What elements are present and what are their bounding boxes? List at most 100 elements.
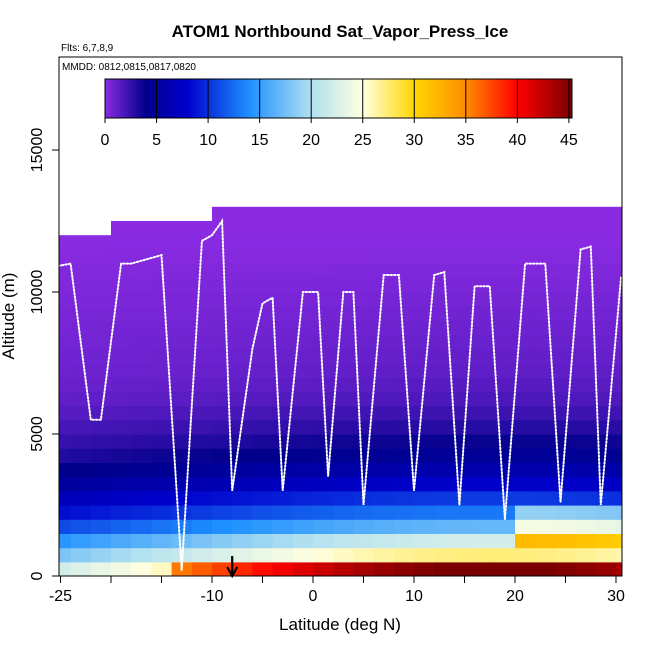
colorbar-tick-label: 5 xyxy=(152,132,161,149)
heatmap-cell xyxy=(373,377,395,392)
heatmap-cell xyxy=(434,561,455,576)
heatmap-cell xyxy=(191,519,213,534)
heatmap-cell xyxy=(414,462,435,478)
heatmap-cell xyxy=(434,405,455,421)
heatmap-cell xyxy=(333,320,354,336)
heatmap-cell xyxy=(0,477,11,492)
heatmap-cell xyxy=(575,405,597,421)
heatmap-cell xyxy=(595,292,617,307)
heatmap-cell xyxy=(131,434,152,449)
heatmap-cell xyxy=(131,221,152,236)
heatmap-cell xyxy=(191,448,213,463)
heatmap-cell xyxy=(555,377,577,392)
heatmap-cell xyxy=(59,348,72,364)
heatmap-cell xyxy=(373,547,395,563)
heatmap-cell xyxy=(333,519,354,534)
heatmap-cell xyxy=(393,391,415,407)
heatmap-cell xyxy=(434,462,455,478)
heatmap-cell xyxy=(454,519,476,534)
heatmap-cell xyxy=(454,462,476,478)
heatmap-cell xyxy=(292,320,314,336)
heatmap-cell xyxy=(252,462,274,478)
heatmap-cell xyxy=(191,306,213,321)
heatmap-cell xyxy=(90,547,112,563)
heatmap-cell xyxy=(111,476,132,492)
heatmap-cell xyxy=(151,448,173,463)
heatmap-cell xyxy=(454,206,476,222)
heatmap-cell xyxy=(252,505,274,520)
heatmap-cell xyxy=(313,306,334,321)
heatmap-cell xyxy=(494,405,516,421)
heatmap-cell xyxy=(131,263,152,279)
heatmap-cell xyxy=(414,476,435,492)
heatmap-cell xyxy=(131,533,152,549)
heatmap-cell xyxy=(434,547,455,563)
heatmap-cell xyxy=(272,206,294,222)
heatmap-cell xyxy=(70,249,92,265)
heatmap-cell xyxy=(232,547,253,563)
heatmap-cell xyxy=(555,306,577,321)
heatmap-cell xyxy=(555,363,577,378)
heatmap-cell xyxy=(494,363,516,378)
heatmap-cell xyxy=(535,377,556,392)
heatmap-cell xyxy=(90,533,112,549)
heatmap-cell xyxy=(59,476,72,492)
heatmap-cell xyxy=(555,476,577,492)
heatmap-cell xyxy=(90,249,112,265)
heatmap-cell xyxy=(474,292,496,307)
heatmap-cell xyxy=(212,419,233,435)
heatmap-cell xyxy=(10,548,31,563)
heatmap-cell xyxy=(232,405,253,421)
heatmap-cell xyxy=(454,448,476,463)
heatmap-cell xyxy=(474,391,496,407)
heatmap-cell xyxy=(454,476,476,492)
heatmap-cell xyxy=(474,348,496,364)
heatmap-cell xyxy=(272,263,294,279)
heatmap-cell xyxy=(70,448,92,463)
heatmap-cell xyxy=(212,348,233,364)
heatmap-cell xyxy=(414,263,435,279)
heatmap-cell xyxy=(111,533,132,549)
heatmap-cell xyxy=(434,206,455,222)
heatmap-cell xyxy=(636,406,650,421)
heatmap-cell xyxy=(131,363,152,378)
heatmap-cell xyxy=(434,434,455,449)
heatmap-cell xyxy=(636,448,650,463)
heatmap-cell xyxy=(333,505,354,520)
heatmap-cell xyxy=(131,235,152,250)
heatmap-cell xyxy=(151,292,173,307)
colorbar-tick-label: 0 xyxy=(101,132,110,149)
x-tick-label: 0 xyxy=(309,588,318,605)
heatmap-cell xyxy=(575,561,597,576)
heatmap-cell xyxy=(616,320,622,336)
heatmap-cell xyxy=(636,548,650,563)
heatmap-cell xyxy=(90,391,112,407)
heatmap-cell xyxy=(393,235,415,250)
heatmap-cell xyxy=(595,561,617,576)
y-axis-label: Altitude (m) xyxy=(0,273,18,360)
heatmap-cell xyxy=(131,320,152,336)
heatmap-cell xyxy=(373,249,395,265)
heatmap-cell xyxy=(111,221,132,236)
heatmap-cell xyxy=(434,519,455,534)
heatmap-cell xyxy=(90,448,112,463)
heatmap-cell xyxy=(515,306,536,321)
heatmap-cell xyxy=(474,277,496,293)
heatmap-cell xyxy=(353,348,375,364)
heatmap-cell xyxy=(373,419,395,435)
heatmap-cell xyxy=(131,348,152,364)
heatmap-cell xyxy=(30,477,51,492)
heatmap-cell xyxy=(212,249,233,265)
heatmap-cell xyxy=(575,348,597,364)
heatmap-cell xyxy=(414,206,435,222)
heatmap-cell xyxy=(10,448,31,463)
heatmap-cell xyxy=(535,405,556,421)
heatmap-cell xyxy=(59,249,72,265)
heatmap-cell xyxy=(313,476,334,492)
heatmap-cell xyxy=(494,533,516,549)
heatmap-cell xyxy=(434,306,455,321)
heatmap-cell xyxy=(313,490,334,506)
heatmap-cell xyxy=(494,348,516,364)
heatmap-cell xyxy=(171,221,193,236)
